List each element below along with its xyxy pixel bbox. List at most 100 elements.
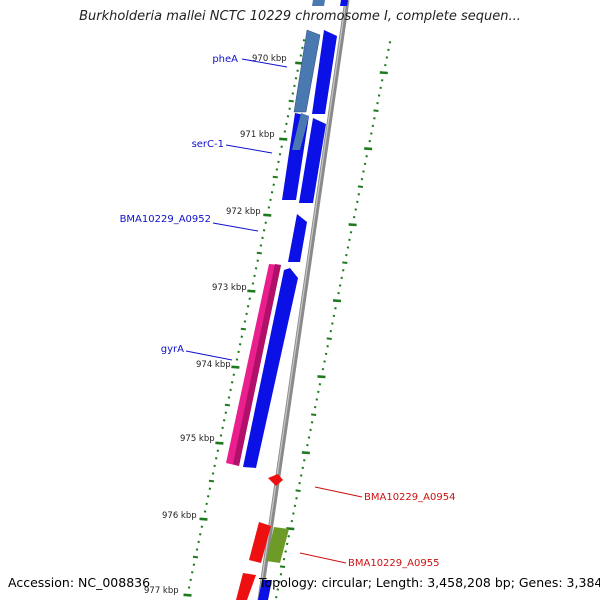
inner-tick bbox=[247, 289, 256, 293]
inner-tick bbox=[224, 403, 231, 407]
outer-tick bbox=[292, 512, 295, 515]
outer-tick bbox=[331, 322, 334, 325]
inner-tick bbox=[267, 206, 271, 209]
gene-blue-3 bbox=[243, 268, 298, 468]
outer-tick bbox=[373, 109, 379, 112]
outer-tick bbox=[332, 299, 342, 303]
gene-blue-2 bbox=[299, 118, 326, 203]
gene-label-BMA10229_A0955[interactable]: BMA10229_A0955 bbox=[348, 558, 439, 569]
outer-tick bbox=[340, 276, 343, 280]
outer-tick bbox=[373, 117, 376, 120]
inner-tick bbox=[213, 464, 216, 468]
inner-tick bbox=[227, 396, 231, 399]
gene-BMA10229_A0954 bbox=[268, 474, 283, 486]
inner-tick bbox=[208, 487, 212, 490]
outer-tick bbox=[368, 139, 372, 143]
gene-feature-top-1 bbox=[312, 0, 325, 6]
inner-tick bbox=[288, 107, 291, 110]
inner-tick bbox=[301, 46, 304, 50]
inner-tick bbox=[283, 130, 287, 133]
outer-tick bbox=[329, 329, 333, 333]
inner-tick bbox=[280, 145, 283, 148]
gene-label-serC-1[interactable]: serC-1 bbox=[192, 139, 224, 150]
outer-tick bbox=[293, 504, 297, 508]
outer-tick bbox=[379, 86, 382, 90]
inner-tick bbox=[256, 251, 262, 255]
outer-tick bbox=[387, 48, 390, 52]
outer-tick bbox=[318, 383, 322, 386]
gene-serC-1-segment bbox=[292, 113, 309, 150]
gene-feature-top-2 bbox=[340, 0, 348, 6]
inner-tick bbox=[232, 373, 236, 376]
outer-tick bbox=[306, 443, 309, 447]
outer-tick bbox=[321, 367, 325, 371]
tick-label-977: 977 kbp bbox=[144, 586, 179, 596]
outer-tick bbox=[345, 253, 348, 257]
outer-tick bbox=[371, 124, 375, 128]
outer-tick bbox=[377, 94, 381, 97]
outer-tick bbox=[279, 573, 283, 576]
inner-tick bbox=[197, 540, 200, 544]
inner-tick bbox=[251, 282, 255, 285]
inner-tick bbox=[189, 578, 192, 582]
outer-tick bbox=[357, 185, 364, 188]
inner-tick bbox=[272, 175, 278, 179]
inner-tick bbox=[272, 183, 275, 186]
inner-tick bbox=[216, 449, 220, 452]
gene-label-BMA10229_A0954[interactable]: BMA10229_A0954 bbox=[364, 492, 455, 503]
gene-label-BMA10229_A0952[interactable]: BMA10229_A0952 bbox=[120, 214, 211, 225]
backbone-group bbox=[257, 0, 350, 600]
inner-tick bbox=[256, 259, 260, 262]
inner-tick bbox=[238, 343, 242, 346]
inner-tick bbox=[237, 350, 240, 354]
backbone-line bbox=[257, 0, 350, 600]
inner-tick bbox=[243, 320, 247, 323]
inner-tick bbox=[229, 388, 232, 392]
outer-tick bbox=[380, 79, 384, 82]
leader-BMA10229_A0954 bbox=[314, 486, 363, 498]
outer-tick bbox=[282, 557, 286, 561]
outer-tick bbox=[384, 63, 387, 67]
outer-tick bbox=[352, 215, 356, 219]
tick-label-976: 976 kbp bbox=[162, 511, 197, 521]
gene-label-gyrA[interactable]: gyrA bbox=[161, 344, 184, 355]
inner-tick bbox=[296, 69, 299, 72]
outer-tick bbox=[307, 436, 311, 439]
inner-tick bbox=[222, 419, 226, 422]
outer-tick bbox=[385, 56, 389, 59]
outer-tick bbox=[303, 459, 306, 462]
outer-tick bbox=[309, 428, 312, 432]
inner-tick bbox=[261, 236, 264, 240]
inner-tick bbox=[286, 115, 290, 118]
outer-tick bbox=[310, 421, 314, 424]
outer-tick bbox=[278, 580, 281, 584]
outer-tick bbox=[326, 345, 329, 348]
outer-tick bbox=[338, 284, 342, 287]
inner-tick bbox=[192, 555, 199, 559]
outer-tick bbox=[342, 261, 348, 264]
outer-tick bbox=[317, 390, 320, 394]
gene-red-1 bbox=[249, 522, 271, 563]
inner-tick bbox=[198, 533, 202, 536]
inner-tick bbox=[190, 571, 194, 574]
inner-tick bbox=[278, 153, 282, 156]
outer-tick bbox=[364, 147, 373, 151]
accession-text: Accession: NC_008836 bbox=[8, 575, 151, 590]
gene-label-pheA[interactable]: pheA bbox=[212, 54, 238, 65]
inner-tick bbox=[294, 77, 298, 80]
outer-tick bbox=[362, 170, 365, 173]
kbp-scale bbox=[183, 39, 306, 597]
outer-tick bbox=[284, 550, 287, 553]
inner-tick bbox=[240, 335, 244, 338]
outer-tick bbox=[295, 497, 298, 500]
gene-labels: pheA serC-1 BMA10229_A0952 gyrA BMA10229… bbox=[120, 54, 456, 569]
inner-tick bbox=[221, 426, 224, 430]
gene-blue-bottom bbox=[258, 580, 272, 600]
gene-BMA10229_A0955 bbox=[266, 527, 289, 563]
outer-tick bbox=[287, 535, 291, 538]
inner-tick bbox=[187, 586, 191, 589]
inner-tick bbox=[199, 517, 208, 521]
outer-tick bbox=[354, 208, 358, 211]
inner-tick bbox=[254, 267, 258, 270]
outer-scale bbox=[274, 41, 392, 599]
